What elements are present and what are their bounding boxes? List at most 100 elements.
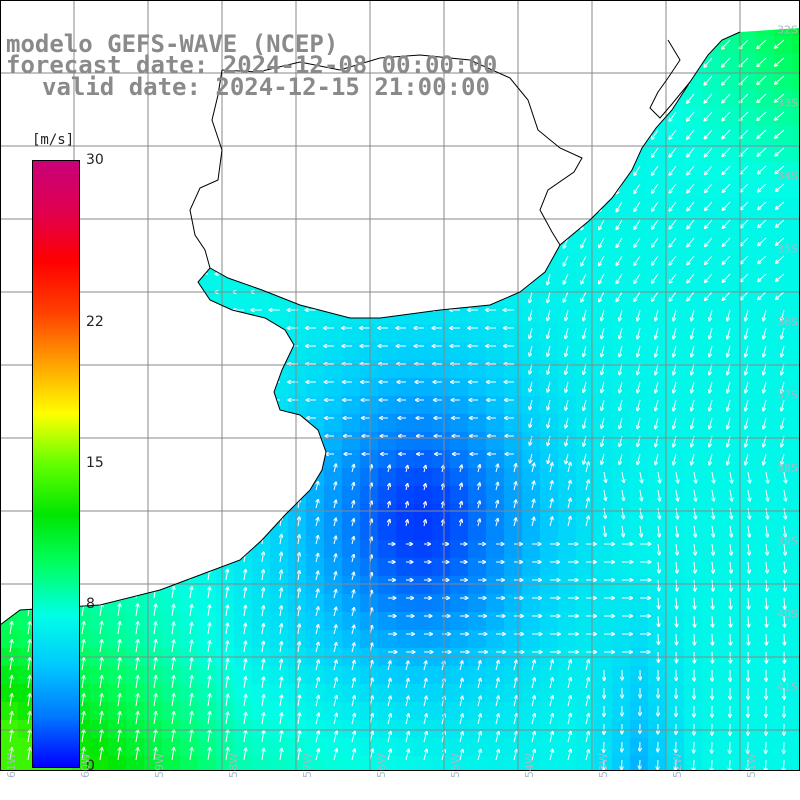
- wind-speed-cell: [306, 558, 324, 576]
- wind-arrow: [244, 534, 246, 545]
- wind-speed-cell: [702, 270, 720, 288]
- lat-label-41s: 41S: [777, 680, 798, 694]
- wind-arrow: [722, 147, 731, 156]
- wind-speed-cell: [792, 288, 800, 306]
- wind-speed-cell: [162, 198, 180, 216]
- wind-speed-cell: [108, 414, 126, 432]
- wind-arrow: [566, 381, 569, 392]
- wind-speed-cell: [0, 162, 18, 180]
- wind-speed-cell: [378, 504, 396, 522]
- wind-speed-cell: [540, 756, 558, 774]
- wind-speed-cell: [306, 702, 324, 720]
- wind-speed-cell: [666, 468, 684, 486]
- wind-speed-cell: [630, 162, 648, 180]
- wind-speed-cell: [414, 666, 432, 684]
- wind-speed-cell: [792, 342, 800, 360]
- wind-arrow: [564, 291, 569, 302]
- wind-speed-cell: [234, 576, 252, 594]
- wind-arrow: [658, 759, 659, 769]
- wind-speed-cell: [234, 288, 252, 306]
- lat-label-38s: 38S: [777, 461, 798, 475]
- wind-speed-cell: [558, 576, 576, 594]
- wind-speed-cell: [108, 522, 126, 540]
- wind-arrow: [757, 75, 767, 84]
- wind-arrow: [28, 532, 30, 545]
- wind-speed-cell: [126, 378, 144, 396]
- wind-arrow: [723, 291, 731, 300]
- wind-speed-cell: [108, 324, 126, 342]
- wind-speed-cell: [774, 630, 792, 648]
- wind-speed-cell: [252, 486, 270, 504]
- wind-speed-cell: [522, 28, 540, 36]
- wind-speed-cell: [144, 342, 162, 360]
- wind-speed-cell: [738, 216, 756, 234]
- wind-speed-cell: [756, 72, 774, 90]
- wind-speed-cell: [468, 198, 486, 216]
- wind-arrow: [601, 417, 605, 428]
- wind-speed-cell: [360, 612, 378, 630]
- wind-speed-cell: [342, 342, 360, 360]
- wind-arrow: [676, 615, 677, 626]
- wind-speed-cell: [180, 756, 198, 774]
- wind-arrow: [619, 417, 623, 428]
- wind-speed-cell: [162, 684, 180, 702]
- wind-speed-cell: [612, 126, 630, 144]
- wind-speed-cell: [540, 558, 558, 576]
- wind-speed-cell: [270, 684, 288, 702]
- wind-arrow: [604, 471, 606, 482]
- wind-speed-cell: [684, 108, 702, 126]
- wind-arrow: [740, 147, 749, 156]
- wind-arrow: [757, 57, 767, 66]
- wind-speed-cell: [738, 144, 756, 162]
- wind-speed-cell: [504, 342, 522, 360]
- wind-arrow: [496, 501, 498, 509]
- wind-speed-cell: [630, 540, 648, 558]
- wind-speed-cell: [108, 270, 126, 288]
- wind-speed-cell: [630, 108, 648, 126]
- wind-speed-cell: [252, 126, 270, 144]
- wind-speed-cell: [234, 162, 252, 180]
- wind-speed-cell: [180, 468, 198, 486]
- wind-arrow: [637, 417, 641, 428]
- wind-arrow: [637, 309, 641, 320]
- wind-speed-cell: [432, 684, 450, 702]
- wind-speed-cell: [738, 540, 756, 558]
- wind-arrow: [758, 291, 767, 299]
- wind-arrow: [637, 345, 641, 356]
- wind-speed-cell: [756, 28, 774, 36]
- wind-arrow: [617, 57, 623, 67]
- wind-speed-cell: [378, 0, 396, 18]
- wind-speed-cell: [648, 270, 666, 288]
- wind-arrow: [28, 586, 30, 599]
- wind-speed-cell: [234, 342, 252, 360]
- wind-speed-cell: [396, 468, 414, 486]
- wind-speed-cell: [792, 684, 800, 702]
- wind-arrow: [740, 237, 749, 246]
- wind-speed-cell: [540, 720, 558, 738]
- wind-arrow: [496, 465, 498, 473]
- wind-arrow: [585, 498, 589, 509]
- wind-speed-cell: [450, 288, 468, 306]
- wind-speed-cell: [162, 144, 180, 162]
- wind-speed-cell: [324, 324, 342, 342]
- wind-arrow: [705, 165, 713, 174]
- wind-arrow: [82, 568, 84, 581]
- wind-speed-cell: [162, 558, 180, 576]
- wind-speed-cell: [270, 558, 288, 576]
- wind-speed-cell: [612, 234, 630, 252]
- wind-speed-cell: [198, 702, 216, 720]
- wind-speed-cell: [666, 54, 684, 72]
- wind-arrow: [722, 39, 731, 49]
- wind-arrow: [781, 453, 785, 464]
- wind-speed-cell: [324, 396, 342, 414]
- wind-speed-cell: [738, 162, 756, 180]
- wind-speed-cell: [540, 144, 558, 162]
- wind-speed-cell: [432, 306, 450, 324]
- wind-arrow: [460, 465, 462, 473]
- wind-speed-cell: [594, 108, 612, 126]
- wind-arrow: [460, 502, 462, 509]
- wind-speed-cell: [414, 630, 432, 648]
- wind-arrow: [634, 291, 641, 301]
- wind-speed-cell: [504, 234, 522, 252]
- wind-arrow: [565, 327, 569, 338]
